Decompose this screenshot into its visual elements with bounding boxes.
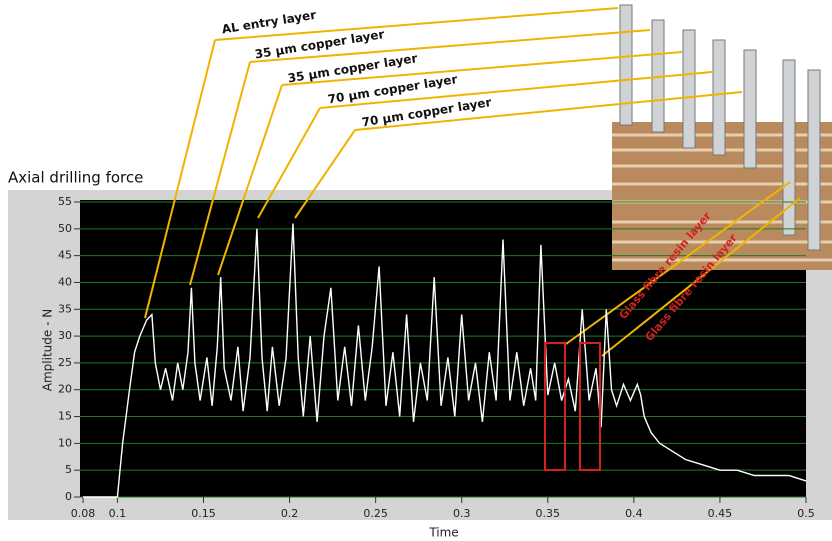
y-tick-label: 20 <box>58 383 72 396</box>
x-tick-label: 0.25 <box>363 507 388 520</box>
chart-title: Axial drilling force <box>8 169 143 187</box>
y-tick-label: 55 <box>58 195 72 208</box>
x-tick-label: 0.1 <box>109 507 127 520</box>
y-tick-label: 5 <box>65 463 72 476</box>
x-axis-label: Time <box>428 526 458 540</box>
x-tick-label: 0.15 <box>191 507 216 520</box>
x-tick-label: 0.35 <box>536 507 561 520</box>
y-tick-label: 15 <box>58 410 72 423</box>
x-tick-label: 0.2 <box>281 507 299 520</box>
y-tick-label: 45 <box>58 249 72 262</box>
y-tick-label: 40 <box>58 275 72 288</box>
y-tick-label: 10 <box>58 436 72 449</box>
x-tick-label: 0.5 <box>797 507 815 520</box>
y-tick-label: 35 <box>58 302 72 315</box>
y-tick-label: 0 <box>65 490 72 503</box>
chart: Axial drilling force Time Amplitude - N … <box>0 0 832 541</box>
y-axis-label: Amplitude - N <box>41 309 55 391</box>
x-tick-label: 0.08 <box>71 507 96 520</box>
x-tick-label: 0.4 <box>625 507 643 520</box>
x-tick-label: 0.45 <box>708 507 733 520</box>
x-tick-label: 0.3 <box>453 507 471 520</box>
y-tick-label: 30 <box>58 329 72 342</box>
y-tick-label: 50 <box>58 222 72 235</box>
y-tick-label: 25 <box>58 356 72 369</box>
annotation: 70 µm copper layer <box>361 95 493 129</box>
